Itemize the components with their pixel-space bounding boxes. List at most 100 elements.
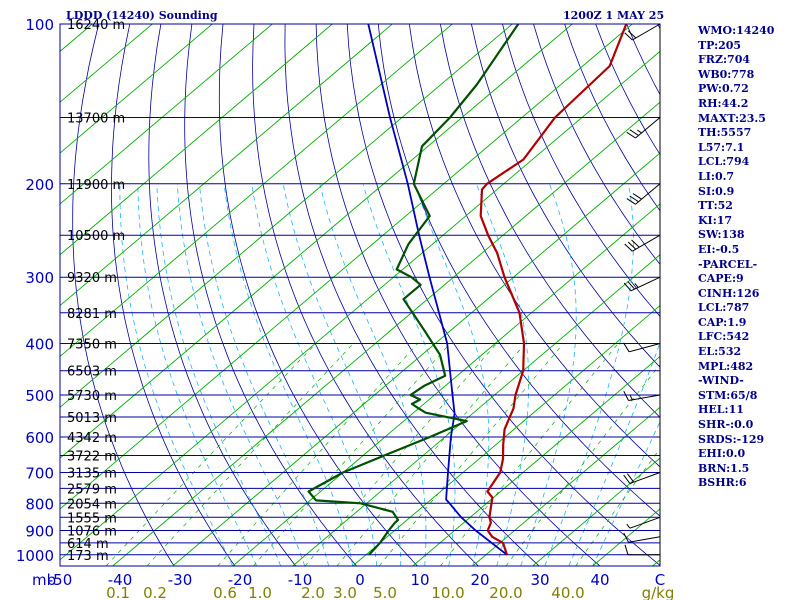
mixing-ratio-line <box>440 343 619 566</box>
pressure-tick: 500 <box>25 387 54 405</box>
wind-flag <box>624 243 633 252</box>
mixing-ratio-label: 3.0 <box>333 584 357 600</box>
height-label: 1555 m <box>67 511 117 526</box>
moist-adiabat <box>119 183 234 566</box>
wind-flag <box>623 282 632 292</box>
pressure-tick: 200 <box>25 176 54 194</box>
wind-flag <box>623 390 629 401</box>
isotherm <box>60 24 633 510</box>
mixing-ratio-label: 0.1 <box>106 584 130 600</box>
wind-flag <box>629 129 639 136</box>
index-item: CINH:126 <box>698 286 760 300</box>
mixing-ratio-line <box>575 448 660 566</box>
mixing-ratio-line <box>336 343 526 566</box>
index-item: EI:-0.5 <box>698 242 740 256</box>
wind-flag <box>623 342 630 353</box>
isotherm <box>60 24 513 408</box>
height-label: 9320 m <box>67 271 117 286</box>
wind-barb <box>626 183 661 205</box>
height-label: 10500 m <box>67 229 125 244</box>
mixing-ratio-label: 20.0 <box>489 584 522 600</box>
isotherm <box>60 50 660 561</box>
wind-barb <box>623 472 661 484</box>
wind-staff <box>629 472 661 484</box>
isotherm <box>532 457 660 566</box>
index-item: EL:532 <box>698 345 742 359</box>
pressure-tick: 800 <box>25 495 54 513</box>
mixing-ratio-label: 5.0 <box>373 584 397 600</box>
pressure-tick: 1000 <box>16 547 54 565</box>
moist-adiabat <box>476 183 530 566</box>
temperature-tick: 30 <box>530 571 549 589</box>
height-label: 7350 m <box>67 338 117 353</box>
index-item: CAPE:9 <box>698 272 744 286</box>
mixing-ratio-line <box>505 364 660 566</box>
moist-adiabat <box>282 183 402 566</box>
pressure-tick: 900 <box>25 523 54 541</box>
pressure-tick: 100 <box>25 16 54 34</box>
wind-flag <box>623 474 631 484</box>
wind-flag <box>624 32 633 41</box>
dry-adiabat <box>315 24 601 566</box>
index-item: SW:138 <box>698 228 745 242</box>
isotherm <box>60 24 333 256</box>
dry-adiabat <box>377 24 660 517</box>
mixing-ratio-label: g/kg <box>642 584 675 600</box>
dry-adiabat <box>252 24 479 566</box>
wind-staff <box>632 23 661 41</box>
moist-adiabat <box>137 183 258 566</box>
wind-barb <box>623 532 661 543</box>
isotherm <box>60 24 573 459</box>
index-item: MAXT:23.5 <box>698 111 766 125</box>
height-label: 614 m <box>67 537 109 552</box>
mixing-ratio-label: 0.2 <box>143 584 167 600</box>
temperature-tick: -20 <box>228 571 253 589</box>
index-item: PW:0.72 <box>698 82 749 96</box>
moist-adiabat <box>568 341 660 566</box>
index-item: SHR-:0.0 <box>698 418 754 432</box>
wind-flag <box>627 241 637 250</box>
isotherm <box>292 254 660 566</box>
pressure-unit: mb <box>32 571 56 589</box>
index-item: TP:205 <box>698 38 742 52</box>
height-label: 8281 m <box>67 307 117 322</box>
wind-half-flag <box>634 283 639 288</box>
index-item: KI:17 <box>698 213 733 227</box>
height-label: 5013 m <box>67 411 117 426</box>
dry-adiabat <box>440 24 660 418</box>
index-item: STM:65/8 <box>698 388 758 402</box>
dewpoint-line <box>307 24 520 556</box>
index-item: FRZ:704 <box>698 53 751 67</box>
wind-flag <box>631 239 640 248</box>
station-title: LDDD (14240) Sounding <box>66 9 218 22</box>
index-item: -PARCEL- <box>698 257 758 271</box>
height-label: 2054 m <box>67 497 117 512</box>
temperature-tick: 40 <box>590 571 609 589</box>
isotherm <box>352 305 660 566</box>
temperature-tick: -40 <box>108 571 133 589</box>
temperature-line <box>479 24 628 556</box>
wind-barb <box>624 234 661 252</box>
isotherm <box>60 24 273 205</box>
wind-half-flag <box>629 394 633 401</box>
index-item: LI:0.7 <box>698 169 735 183</box>
wind-staff <box>632 234 661 252</box>
isotherm <box>172 152 660 566</box>
temperature-tick: 10 <box>410 571 429 589</box>
dry-adiabat <box>148 24 297 566</box>
dry-adiabat <box>284 24 540 566</box>
dry-adiabat <box>471 24 660 368</box>
wind-half-flag <box>637 129 642 134</box>
wind-staff <box>635 183 661 205</box>
index-item: WB0:778 <box>698 67 755 81</box>
index-item: -WIND- <box>698 374 744 388</box>
isotherm <box>60 24 393 307</box>
wind-barb <box>623 276 661 292</box>
wind-flag <box>632 193 642 200</box>
wind-flag <box>629 195 639 203</box>
height-label: 4342 m <box>67 431 117 446</box>
index-item: BRN:1.5 <box>698 461 750 475</box>
dry-adiabat <box>111 24 236 566</box>
isotherm <box>472 406 660 566</box>
